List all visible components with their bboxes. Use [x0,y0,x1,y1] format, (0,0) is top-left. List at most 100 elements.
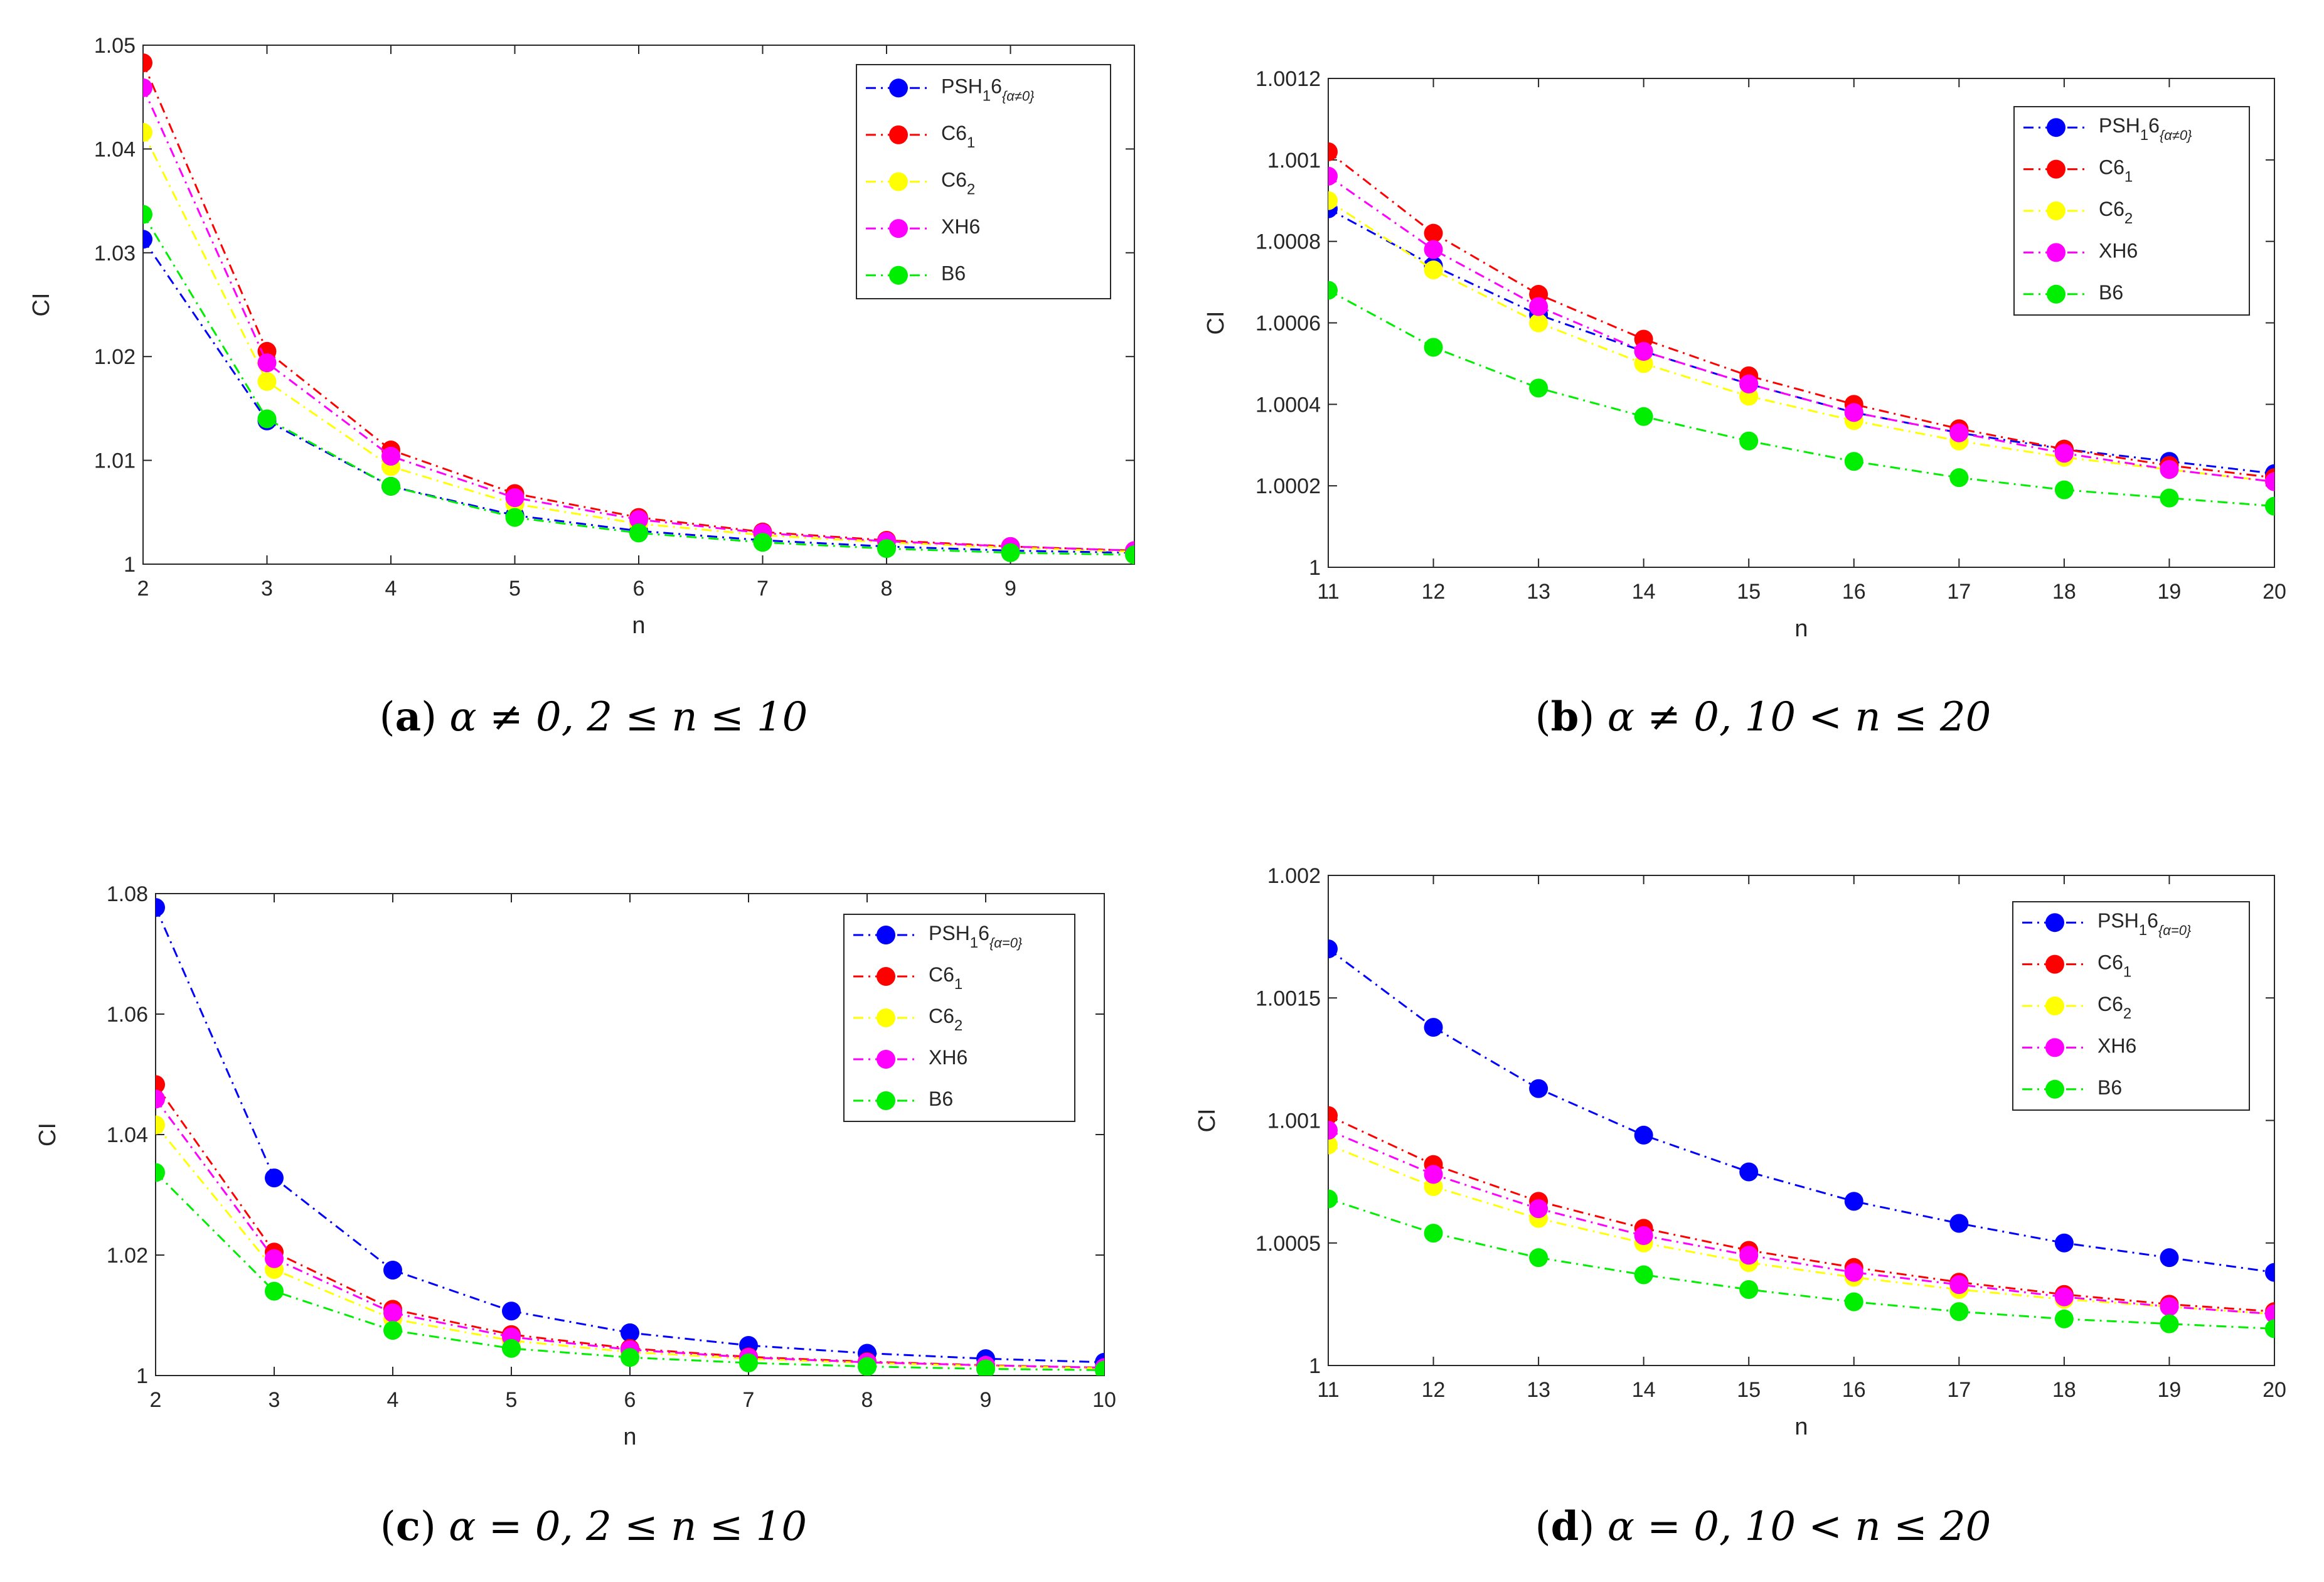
legend-swatch-marker [889,125,908,144]
legend-label-name: C6 [941,169,967,191]
data-point-xh6 [2054,1287,2074,1307]
series-xh6 [1328,1121,2274,1323]
legend-label-c62: C62 [941,169,975,198]
x-tick-label: 14 [1632,1378,1656,1402]
data-point-xh6 [2265,472,2274,491]
legend-swatch-marker [877,1008,895,1027]
data-point-xh6 [1844,403,1863,422]
x-tick-label: 16 [1842,580,1866,604]
data-point-xh6 [156,1089,165,1109]
legend-label-c62: C62 [2097,993,2131,1022]
legend-label-subscript2: {α=0} [2158,922,2192,938]
y-tick-label: 1.08 [107,882,148,906]
data-point-c62 [1328,191,1338,210]
data-point-b6 [2160,1314,2179,1333]
x-tick-label: 19 [2158,580,2182,604]
caption-text: α = 0, 2 ≤ n ≤ 10 [449,1504,808,1550]
legend-label-psh: PSH16{α≠0} [2099,114,2192,144]
x-tick-label: 5 [509,577,521,601]
data-point-psh [2160,1248,2179,1268]
y-tick-label: 1.01 [94,449,136,473]
legend-label-subscript2: {α≠0} [1002,88,1035,104]
y-axis-label: CI [1203,311,1229,335]
data-point-xh6 [1529,1199,1548,1219]
x-tick-label: 2 [150,1388,162,1412]
x-tick-label: 14 [1632,580,1656,604]
data-point-b6 [1328,281,1338,300]
x-tick-label: 3 [269,1388,280,1412]
series-b6 [1328,1189,2274,1339]
x-tick-label: 9 [980,1388,992,1412]
data-point-b6 [1529,378,1548,398]
x-tick-label: 12 [1422,1378,1446,1402]
data-point-b6 [1529,1248,1548,1268]
x-tick-label: 20 [2263,580,2286,604]
legend-swatch-marker [2047,159,2065,179]
legend-label-b6: B6 [2099,281,2123,304]
data-point-xh6 [143,78,152,97]
x-tick-label: 18 [2052,1378,2076,1402]
data-point-c61 [1328,142,1338,161]
legend-swatch-marker [2047,201,2065,220]
x-tick-label: 9 [1005,577,1016,601]
y-tick-label: 1.001 [1267,149,1321,173]
series-psh [1328,939,2274,1282]
series-line-b6 [143,213,1134,556]
y-tick-label: 1.0002 [1255,474,1321,498]
series-line-psh [143,238,1134,554]
series-line-b6 [1328,1198,2274,1330]
data-point-xh6 [1634,341,1653,361]
data-point-xh6 [265,1249,284,1268]
data-point-b6 [505,508,525,527]
data-point-xh6 [1844,1263,1863,1282]
legend-label-name: C6 [2097,951,2123,974]
data-point-b6 [1001,543,1020,562]
data-point-b6 [2265,1319,2274,1339]
y-tick-label: 1.001 [1267,1109,1321,1133]
data-point-c62 [1424,260,1443,280]
data-point-b6 [265,1281,284,1301]
legend-label-xh6: XH6 [2099,239,2138,262]
legend-label-b6: B6 [941,262,966,285]
legend-label-xh6: XH6 [929,1046,967,1069]
series-line-c61 [1328,151,2274,479]
data-point-b6 [1424,338,1443,357]
legend-swatch-marker [889,172,908,191]
x-tick-label: 11 [1317,580,1339,604]
data-point-b6 [1739,1280,1759,1299]
chart-panel-c: 2 3 4 5 6 7 8 9 1011.021.041.061.08nCIPSH16{α=0}… [35,882,1116,1450]
caption-letter: d [1550,1503,1579,1550]
data-point-xh6 [1739,374,1759,393]
data-point-psh [265,1168,284,1188]
legend-label-c61: C61 [2099,156,2133,186]
data-point-c61 [156,1075,165,1094]
legend-label-subscript: 2 [2123,1005,2131,1022]
legend-swatch-marker [2045,997,2064,1015]
data-point-psh [1529,1079,1548,1098]
y-tick-label: 1.0008 [1255,230,1321,254]
data-point-xh6 [2160,1297,2179,1317]
legend-label-c62: C62 [2099,198,2133,227]
series-line-xh6 [156,1098,1104,1369]
legend-label-name: PSH [2097,909,2139,932]
x-tick-label: 2 [137,577,149,601]
data-point-b6 [1328,1189,1338,1209]
x-axis-label: n [1794,616,1808,642]
legend-swatch-marker [889,265,908,285]
series-xh6 [1328,166,2274,491]
caption-text: α ≠ 0, 10 < n ≤ 20 [1607,694,1991,740]
legend-label-c61: C61 [941,122,975,151]
legend-swatch-marker [2045,913,2064,933]
data-point-b6 [1949,468,1969,488]
series-b6 [1328,281,2274,516]
legend-label-name: C6 [929,1005,954,1027]
x-tick-label: 16 [1842,1378,1866,1402]
chart-panel-d: 11 12 13 14 15 16 17 18 19 2011.00051.0011.00151.… [1194,864,2286,1440]
x-tick-label: 4 [385,577,397,601]
data-point-psh [143,230,152,249]
data-point-b6 [1634,1265,1653,1285]
y-axis-label: CI [35,1123,61,1146]
